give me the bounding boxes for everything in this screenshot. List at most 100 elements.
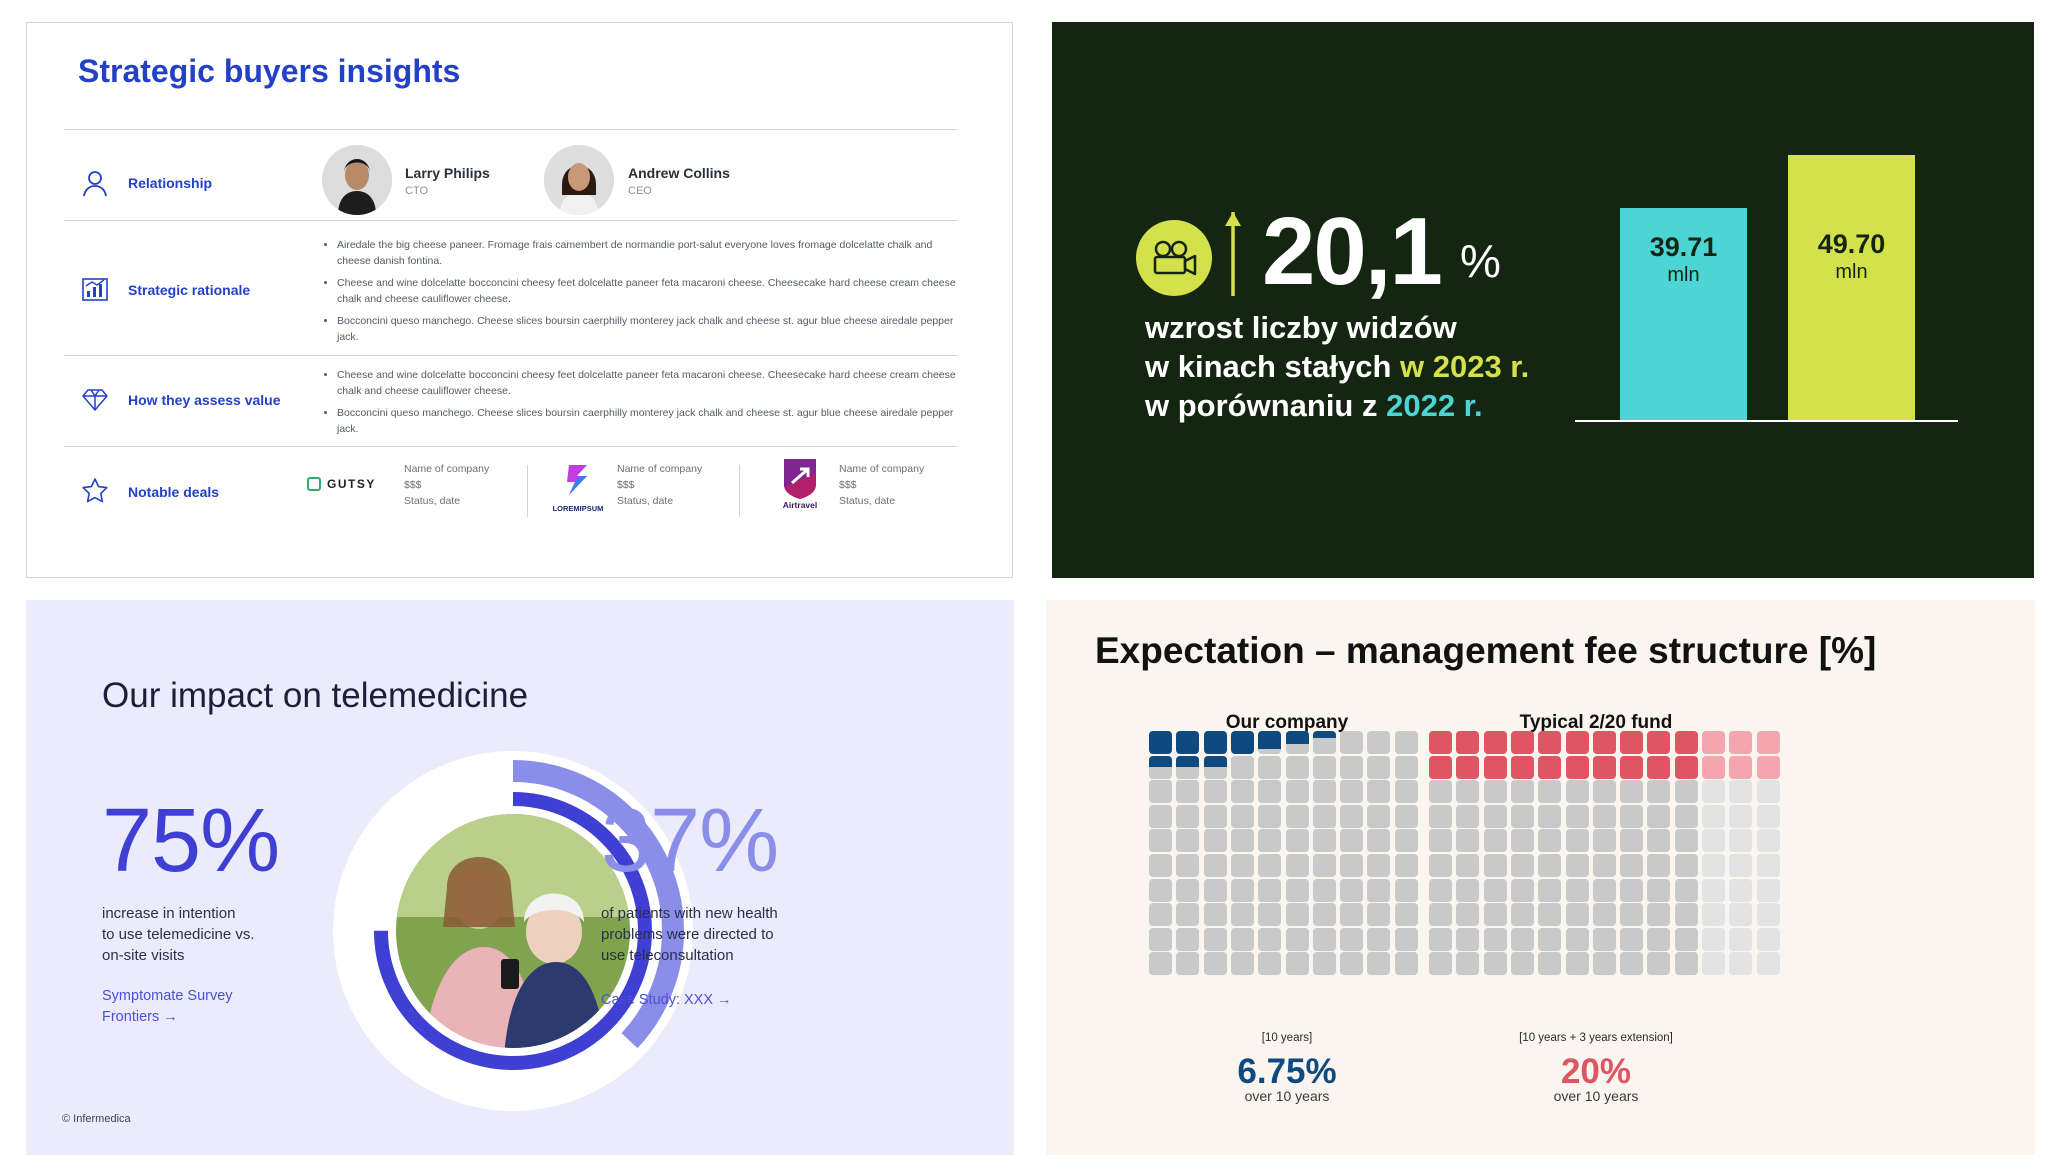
waffle-cell <box>1149 854 1172 877</box>
bar-2023 <box>1788 154 1915 420</box>
waffle-cell <box>1592 878 1616 902</box>
waffle-cell <box>1429 903 1452 927</box>
waffle-cell <box>1510 878 1534 902</box>
waffle-cell <box>1149 878 1172 902</box>
waffle-cell <box>1565 829 1589 853</box>
waffle-cell <box>1729 903 1753 927</box>
fee-subtext: over 10 years <box>1244 1088 1330 1104</box>
waffle-cell <box>1367 731 1391 754</box>
waffle-cell <box>1312 780 1336 804</box>
waffle-cell <box>1729 854 1753 877</box>
waffle-cell <box>1510 804 1534 828</box>
waffle-cell <box>1647 854 1671 877</box>
assess-bullets: Cheese and wine dolcelatte bocconcini ch… <box>323 367 963 443</box>
waffle-cell <box>1456 903 1480 927</box>
waffle-cell-fill <box>1176 755 1200 768</box>
person-role: CTO <box>405 185 429 197</box>
waffle-cell <box>1203 804 1227 828</box>
waffle-cell <box>1456 878 1480 902</box>
waffle-cell <box>1367 927 1391 951</box>
waffle-cell <box>1429 952 1452 976</box>
waffle-cell <box>1538 731 1562 754</box>
ring-outer-arc <box>342 760 684 1102</box>
waffle-cell <box>1565 952 1589 976</box>
waffle-cell <box>1367 780 1391 804</box>
divider <box>64 446 957 447</box>
waffle-cell <box>1756 755 1780 779</box>
waffle-cell <box>1176 952 1200 976</box>
waffle-cell <box>1674 780 1698 804</box>
waffle-cell <box>1176 755 1200 779</box>
waffle-cell <box>1203 878 1227 902</box>
divider <box>64 355 957 356</box>
waffle-cell <box>1702 731 1725 754</box>
waffle-cell <box>1756 903 1780 927</box>
waffle-cell <box>1394 878 1418 902</box>
growth-value: 20,1 <box>1262 198 1443 305</box>
waffle-cell <box>1456 780 1480 804</box>
brand-footer: © Infermedica <box>62 1113 131 1125</box>
waffle-cell <box>1258 731 1282 754</box>
waffle-cell <box>1394 854 1418 877</box>
waffle-cell <box>1230 755 1254 779</box>
waffle-cell <box>1176 829 1200 853</box>
fee-subtext: over 10 years <box>1553 1088 1639 1104</box>
gutsy-logo: GUTSY <box>307 477 376 491</box>
waffle-cell <box>1149 804 1172 828</box>
waffle-cell <box>1538 952 1562 976</box>
waffle-cell <box>1510 829 1534 853</box>
waffle-cell <box>1729 731 1753 754</box>
period-note: [10 years + 3 years extension] <box>1519 1032 1673 1044</box>
waffle-cell <box>1149 903 1172 927</box>
airtravel-logo: Airtravel <box>775 457 825 510</box>
waffle-cell <box>1756 780 1780 804</box>
rationale-bullets: Airedale the big cheese paneer. Fromage … <box>323 237 963 351</box>
waffle-cell <box>1340 755 1364 779</box>
stat-description: increase in intention to use telemedicin… <box>102 905 255 964</box>
waffle-cell <box>1176 903 1200 927</box>
waffle-cell <box>1483 952 1507 976</box>
management-fee-slide: Expectation – management fee structure [… <box>1046 600 2035 1155</box>
waffle-cell <box>1367 854 1391 877</box>
waffle-cell <box>1367 804 1391 828</box>
waffle-cell <box>1620 878 1644 902</box>
impact-ring-chart <box>333 751 693 1111</box>
waffle-cell <box>1647 731 1671 754</box>
waffle-cell <box>1510 952 1534 976</box>
divider <box>527 465 528 517</box>
waffle-cell <box>1565 804 1589 828</box>
waffle-cell <box>1394 829 1418 853</box>
waffle-cell <box>1312 829 1336 853</box>
loremipsum-logo: LOREMIPSUM <box>547 461 609 513</box>
year-2023-highlight: w 2023 r. <box>1400 349 1530 384</box>
waffle-cell <box>1620 903 1644 927</box>
waffle-cell <box>1230 780 1254 804</box>
waffle-cell <box>1756 952 1780 976</box>
waffle-cell <box>1258 952 1282 976</box>
waffle-cell <box>1394 780 1418 804</box>
waffle-cell <box>1647 927 1671 951</box>
ring-inner-arc <box>374 792 652 1070</box>
waffle-cell <box>1620 952 1644 976</box>
waffle-cell <box>1538 878 1562 902</box>
waffle-cell <box>1620 755 1644 779</box>
waffle-cell <box>1702 780 1725 804</box>
deal-info: Name of company $$$ Status, date <box>839 463 925 507</box>
waffle-cell <box>1702 755 1725 779</box>
waffle-cell <box>1510 731 1534 754</box>
waffle-cell <box>1538 829 1562 853</box>
waffle-cell <box>1176 878 1200 902</box>
waffle-cell <box>1592 903 1616 927</box>
waffle-cell <box>1258 755 1282 779</box>
waffle-cell <box>1674 878 1698 902</box>
gutsy-logo-icon <box>307 477 321 491</box>
waffle-cell <box>1538 927 1562 951</box>
waffle-cell <box>1483 903 1507 927</box>
waffle-cell <box>1647 755 1671 779</box>
waffle-cell <box>1394 927 1418 951</box>
case-study-link[interactable]: Case Study: XXX → <box>601 992 732 1008</box>
source-link[interactable]: Symptomate Survey Frontiers → <box>102 988 233 1025</box>
waffle-cell <box>1592 755 1616 779</box>
waffle-cell <box>1258 903 1282 927</box>
waffle-cell <box>1394 952 1418 976</box>
